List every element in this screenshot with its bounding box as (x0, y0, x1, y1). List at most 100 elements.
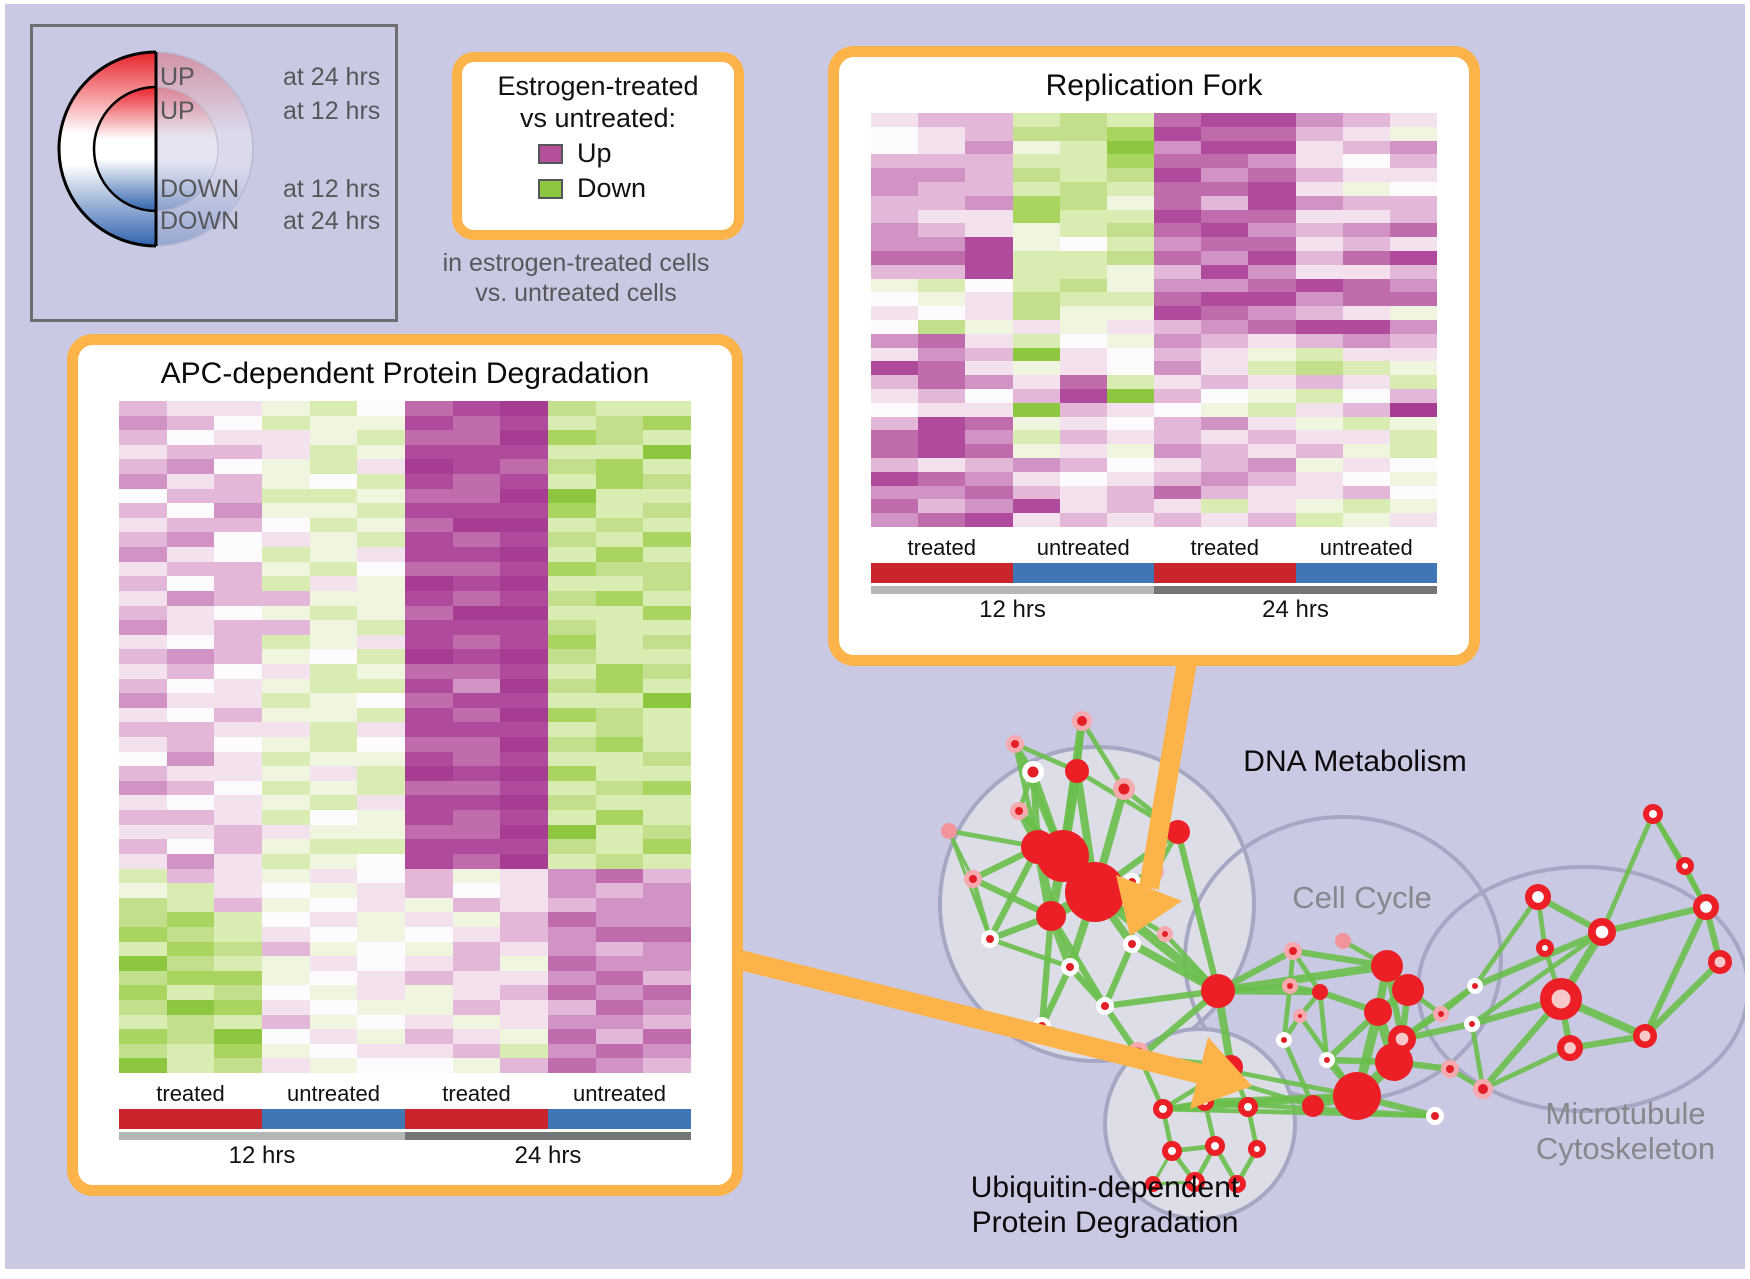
heatmap-cell (871, 430, 919, 445)
heatmap-cell (500, 649, 549, 664)
heatmap-cell (214, 1014, 263, 1030)
updown-legend-box: Estrogen-treated vs untreated: Up Down (452, 52, 744, 240)
heatmap-cell (1154, 347, 1202, 362)
heatmap-cell (1248, 513, 1296, 527)
heatmap-cell (1389, 195, 1438, 210)
heatmap-cell (1012, 333, 1060, 348)
arrow-replication-to-dna-shaft (1139, 642, 1200, 890)
heatmap-cell (965, 292, 1013, 307)
heatmap-cell (500, 737, 549, 752)
heatmap-cell (214, 663, 263, 679)
heatmap-cell (1295, 126, 1343, 141)
network-node-pink (1335, 933, 1351, 949)
down-color-swatch (538, 178, 563, 199)
heatmap-cell (965, 375, 1013, 389)
heatmap-row (119, 532, 692, 548)
heatmap-cell (119, 999, 167, 1015)
ring-footer-line1: in estrogen-treated cells (442, 249, 710, 277)
heatmap-cell (166, 941, 215, 957)
heatmap-cell (1201, 430, 1249, 445)
heatmap-cell (262, 751, 310, 767)
network-node-red-ring-white (1536, 939, 1554, 957)
heatmap-cell (1154, 126, 1202, 141)
heatmap-cell (548, 824, 596, 840)
heatmap-cell (405, 634, 453, 650)
heatmap-cell (918, 126, 966, 141)
heatmap-cell (548, 576, 596, 591)
heatmap-cell (119, 590, 167, 606)
heatmap-cell (918, 209, 966, 224)
heatmap-cell (1012, 195, 1060, 210)
heatmap-cell (643, 956, 692, 971)
network-edge (1599, 811, 1656, 935)
label-ubiquitin-line2: Protein Degradation (971, 1206, 1239, 1239)
heatmap-cell (357, 780, 406, 796)
heatmap-cell (643, 561, 692, 577)
heatmap-row (871, 471, 1438, 486)
heatmap-cell (1389, 333, 1438, 348)
heatmap-cell (214, 839, 263, 854)
heatmap-cell (262, 707, 310, 723)
network-node-red-ring-white (1248, 1140, 1266, 1158)
heatmap-cell (500, 926, 549, 942)
heatmap-cell (1342, 306, 1390, 320)
network-node-pink-ring-red (1284, 942, 1302, 960)
heatmap-cell (166, 737, 215, 752)
heatmap-cell (119, 926, 167, 942)
heatmap-cell (595, 663, 644, 679)
heatmap-cell (1154, 319, 1202, 334)
heatmap-cell (166, 1058, 215, 1074)
heatmap-cell (1248, 430, 1296, 445)
heatmap-cell (214, 401, 263, 416)
heatmap-cell (643, 634, 692, 650)
heatmap-cell (452, 897, 501, 913)
heatmap-cell (262, 999, 310, 1015)
heatmap-cell (405, 999, 453, 1015)
heatmap-cell (548, 941, 596, 957)
heatmap-row (119, 503, 692, 518)
heatmap-cell (214, 547, 263, 562)
heatmap-cell (1106, 388, 1155, 403)
heatmap-cell (357, 707, 406, 723)
heatmap-cell (452, 415, 501, 431)
heatmap-cell (1201, 113, 1249, 127)
heatmap-cell (548, 780, 596, 796)
label-dna-metabolism: DNA Metabolism (1243, 745, 1467, 778)
ring-footer-line2: vs. untreated cells (475, 279, 677, 307)
heatmap-cell (871, 209, 919, 224)
network-node-red-ring-pink (1540, 978, 1583, 1021)
condition-label: treated (907, 535, 977, 560)
heatmap-cell (1012, 278, 1060, 293)
heatmap-row (119, 795, 692, 811)
heatmap-cell (1059, 485, 1107, 500)
heatmap-cell (405, 430, 453, 445)
heatmap-cell (1389, 126, 1438, 141)
heatmap-cell (1248, 485, 1296, 500)
heatmap-cell (119, 737, 167, 752)
heatmap-cell (214, 897, 263, 913)
heatmap-cell (643, 547, 692, 562)
heatmap-cell (119, 576, 167, 591)
heatmap-cell (548, 401, 596, 416)
heatmap-cell (1106, 181, 1155, 196)
heatmap-cell (214, 795, 263, 811)
heatmap-cell (119, 853, 167, 869)
heatmap-cell (1389, 430, 1438, 445)
heatmap-cell (1106, 347, 1155, 362)
heatmap-cell (500, 576, 549, 591)
heatmap-cell (918, 416, 966, 431)
heatmap-cell (166, 810, 215, 825)
heatmap-cell (1059, 154, 1107, 169)
heatmap-cell (262, 693, 310, 708)
heatmap-cell (1154, 237, 1202, 251)
heatmap-cell (309, 737, 358, 752)
heatmap-cell (1154, 457, 1202, 472)
time-label: 12 hrs (228, 1142, 296, 1169)
heatmap-cell (309, 941, 358, 957)
network-node-red-ring-pink (1556, 1034, 1583, 1061)
heatmap-cell (309, 795, 358, 811)
heatmap-cell (405, 474, 453, 489)
heatmap-cell (1012, 471, 1060, 486)
up-color-swatch (538, 143, 563, 164)
network-node-pink-ring-red (1006, 735, 1024, 753)
